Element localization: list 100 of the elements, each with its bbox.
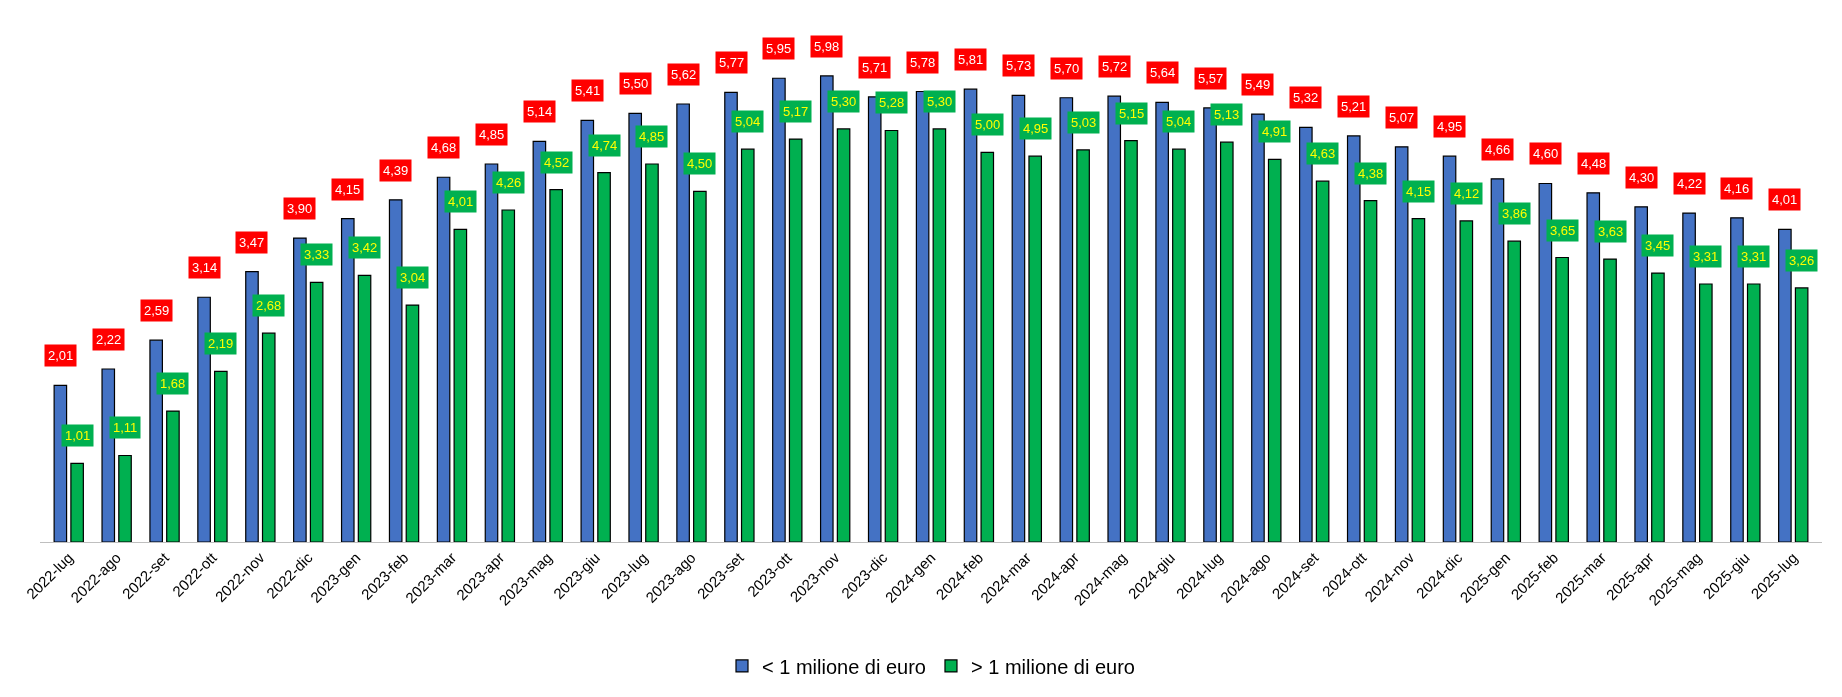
data-label: 5,04 (1166, 114, 1192, 129)
bar (1507, 240, 1522, 542)
bar (101, 368, 116, 542)
data-label: 2,19 (208, 336, 234, 351)
data-label: 4,15 (335, 182, 361, 197)
data-label: 4,15 (1406, 184, 1432, 199)
bar (884, 129, 899, 542)
data-label: 3,14 (192, 260, 218, 275)
data-label: 1,68 (160, 376, 186, 391)
data-label: 4,01 (448, 194, 474, 209)
data-label: 4,52 (544, 155, 570, 170)
bar (1076, 149, 1090, 542)
bar (118, 454, 132, 542)
data-label: 3,63 (1598, 224, 1624, 239)
bar (357, 274, 372, 542)
data-label: 4,74 (592, 138, 618, 153)
data-label: 4,50 (687, 156, 713, 171)
data-label: 4,63 (1310, 146, 1336, 161)
bar (693, 190, 707, 542)
data-label: 3,86 (1502, 206, 1528, 221)
data-label: 5,72 (1102, 59, 1128, 74)
data-label: 3,31 (1741, 249, 1767, 264)
data-label: 1,01 (65, 428, 91, 443)
data-label: 4,85 (479, 127, 505, 142)
data-label: 4,68 (431, 140, 457, 155)
data-label: 4,22 (1677, 176, 1703, 191)
bar (1315, 180, 1330, 542)
data-label: 4,66 (1485, 142, 1511, 157)
data-label: 4,26 (496, 175, 522, 190)
data-label: 4,95 (1023, 121, 1049, 136)
bar (1794, 287, 1809, 542)
data-label: 5,50 (623, 76, 649, 91)
bar (1459, 220, 1474, 542)
legend-label: > 1 milione di euro (970, 655, 1135, 678)
bar (1555, 256, 1569, 542)
bar (166, 410, 180, 542)
data-label: 3,90 (287, 201, 313, 216)
data-label: 5,41 (575, 83, 601, 98)
data-label: 2,68 (256, 298, 282, 313)
bar (309, 281, 324, 542)
bar (405, 304, 420, 542)
data-label: 4,91 (1262, 124, 1288, 139)
data-label: 5,17 (783, 104, 809, 119)
data-label: 5,98 (814, 39, 840, 54)
bar (1411, 217, 1426, 542)
data-label: 4,60 (1533, 146, 1559, 161)
bar (1219, 141, 1234, 542)
data-label: 4,01 (1772, 192, 1798, 207)
data-label: 5,62 (671, 67, 697, 82)
bar (836, 128, 851, 542)
data-label: 5,49 (1245, 77, 1271, 92)
bar (597, 171, 611, 542)
bar (1172, 148, 1186, 542)
bar (1699, 283, 1713, 542)
bar (53, 384, 68, 542)
bar (1603, 258, 1617, 542)
bar (1651, 272, 1665, 542)
bar (788, 138, 803, 542)
bar (932, 128, 947, 542)
bar (501, 209, 516, 542)
data-label: 5,15 (1119, 106, 1145, 121)
data-label: 5,14 (527, 104, 553, 119)
bar (1363, 200, 1378, 542)
data-label: 5,57 (1198, 71, 1224, 86)
data-label: 5,70 (1054, 61, 1080, 76)
data-label: 3,42 (352, 240, 378, 255)
bar (740, 148, 755, 542)
data-label: 5,77 (719, 55, 745, 70)
data-label: 5,30 (927, 94, 953, 109)
data-label: 2,59 (144, 303, 170, 318)
data-label: 5,64 (1150, 65, 1176, 80)
bar (1267, 158, 1282, 542)
data-label: 4,85 (639, 129, 665, 144)
data-label: 5,03 (1071, 115, 1097, 130)
data-label: 2,01 (48, 348, 74, 363)
data-label: 3,26 (1789, 253, 1815, 268)
data-label: 5,32 (1293, 90, 1319, 105)
legend-label: < 1 milione di euro (762, 655, 926, 678)
data-label: 3,47 (239, 235, 265, 250)
data-label: 4,30 (1629, 170, 1655, 185)
data-label: 5,00 (975, 117, 1001, 132)
data-label: 3,45 (1645, 238, 1671, 253)
data-label: 4,48 (1581, 156, 1607, 171)
data-label: 5,28 (879, 95, 905, 110)
data-label: 3,31 (1693, 249, 1719, 264)
bar (1746, 283, 1761, 542)
bar (453, 228, 468, 542)
bar (1028, 155, 1043, 542)
data-label: 5,04 (735, 114, 761, 129)
data-label: 3,33 (304, 247, 330, 262)
data-label: 4,16 (1724, 181, 1750, 196)
data-label: 5,95 (766, 41, 792, 56)
data-label: 5,30 (831, 94, 857, 109)
data-label: 5,71 (862, 60, 888, 75)
data-label: 1,11 (113, 420, 138, 435)
data-label: 2,22 (96, 332, 122, 347)
bar (214, 370, 228, 542)
bar (261, 332, 276, 542)
bar (70, 462, 84, 542)
data-label: 5,78 (910, 55, 936, 70)
